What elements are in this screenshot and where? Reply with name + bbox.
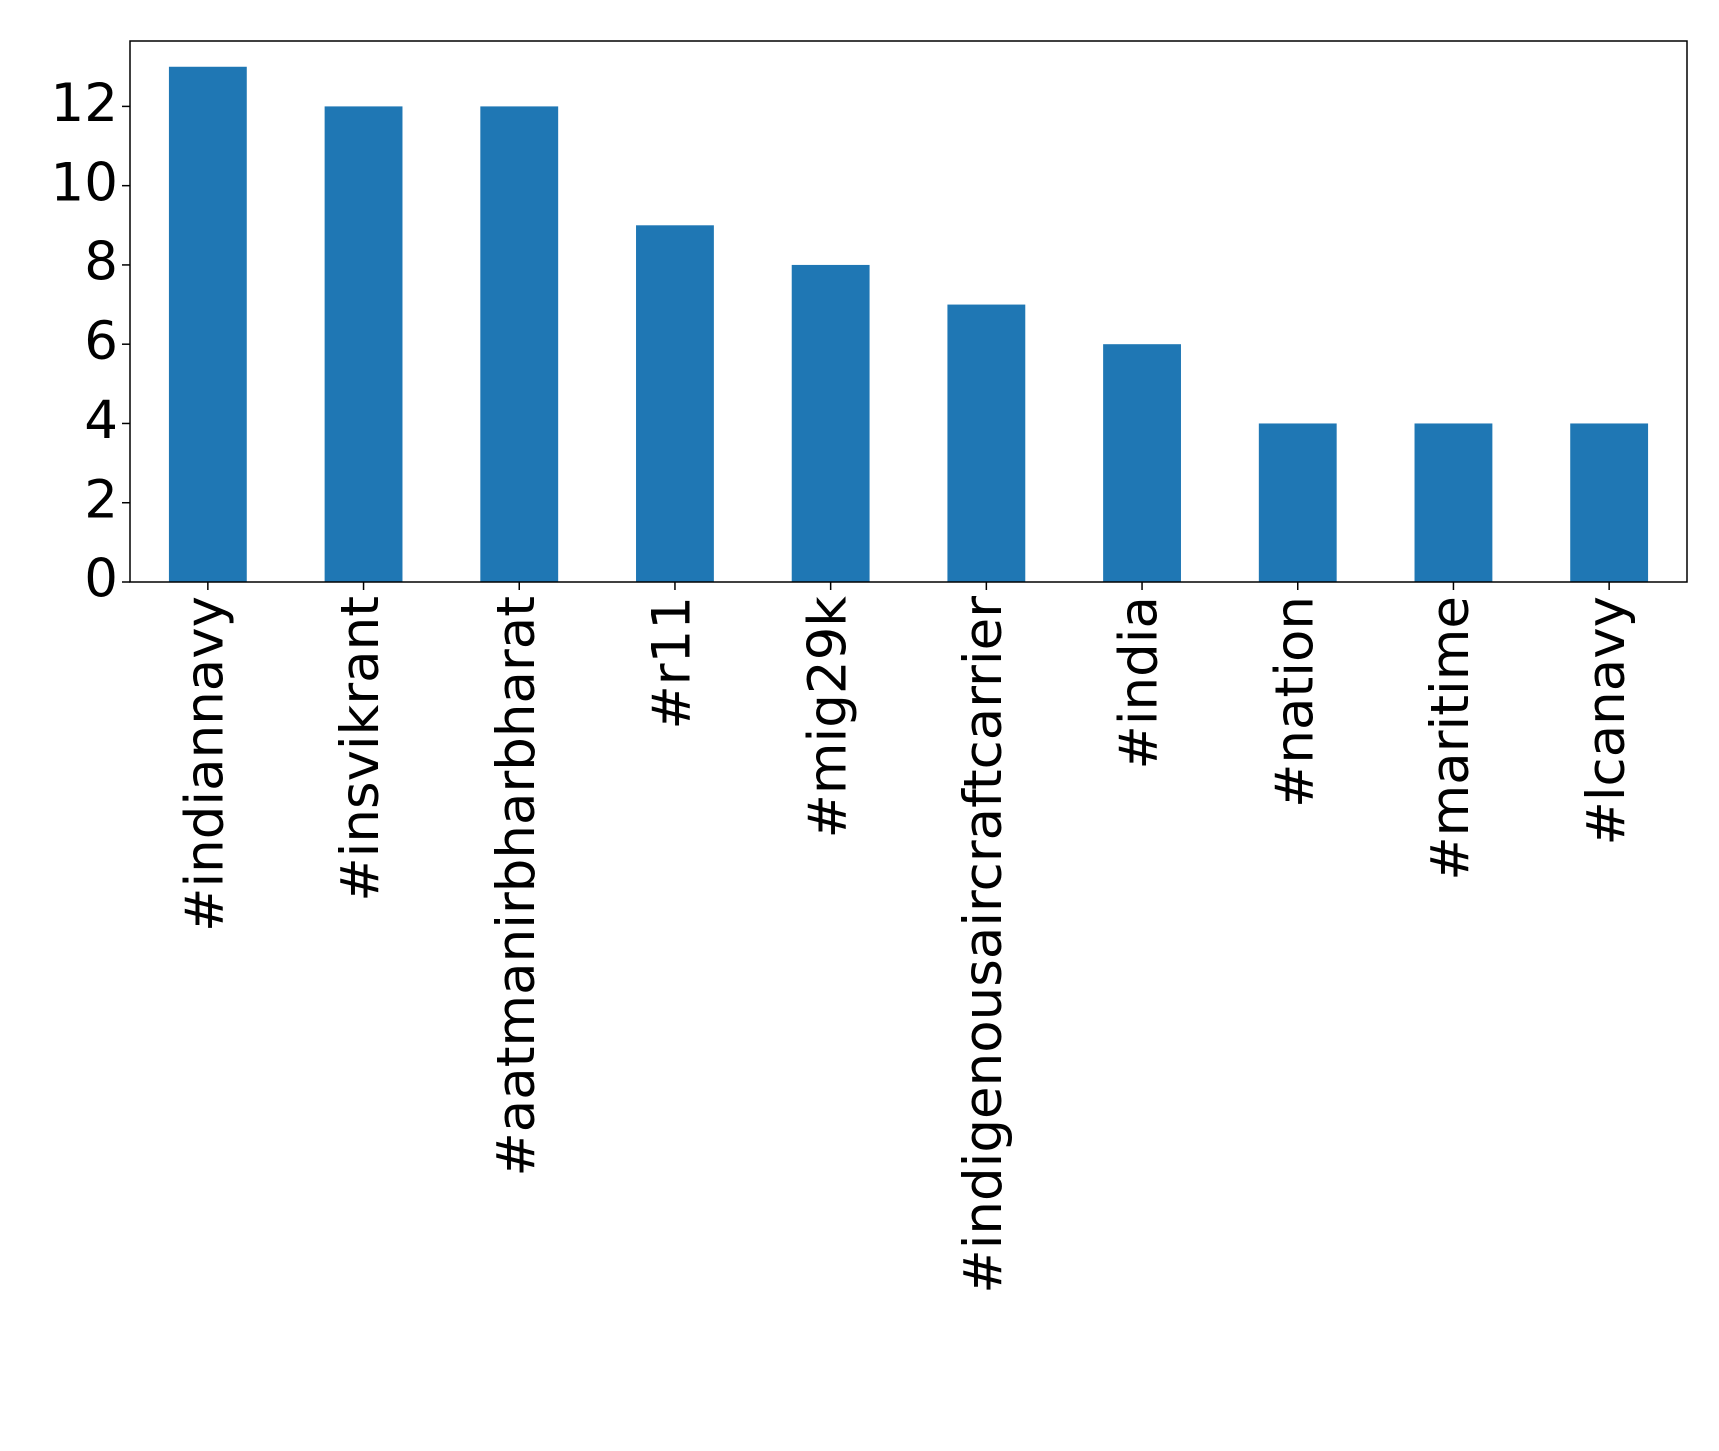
plot-frame [129,40,1688,583]
y-tick-label: 2 [84,469,118,530]
y-tick-label: 4 [84,390,118,451]
bar [168,66,247,582]
x-tick-label: #insvikrant [330,596,391,902]
bar [1414,423,1493,582]
bar [636,225,714,583]
x-tick-label: #maritime [1420,596,1481,881]
bar [791,264,870,582]
y-tick-label: 0 [84,549,118,610]
x-tick-label: #r11 [642,596,703,730]
x-tick-label: #lcanavy [1576,596,1637,846]
y-tick-label: 12 [51,73,118,134]
bar [947,304,1026,582]
bar [324,106,403,583]
y-tick-label: 6 [84,311,118,372]
bar [1258,423,1337,582]
bar [1570,423,1649,582]
x-tick-label: #nation [1264,596,1325,808]
bar [480,106,559,583]
x-tick-label: #indigenousaircraftcarrier [953,596,1014,1294]
bar [1103,344,1181,582]
x-tick-label: #indiannavy [174,596,235,932]
x-tick-label: #mig29k [797,596,858,839]
y-tick-label: 8 [84,232,118,293]
x-tick-label: #aatmanirbharbharat [486,596,547,1177]
x-tick-label: #india [1109,596,1170,770]
y-tick-label: 10 [51,152,118,213]
